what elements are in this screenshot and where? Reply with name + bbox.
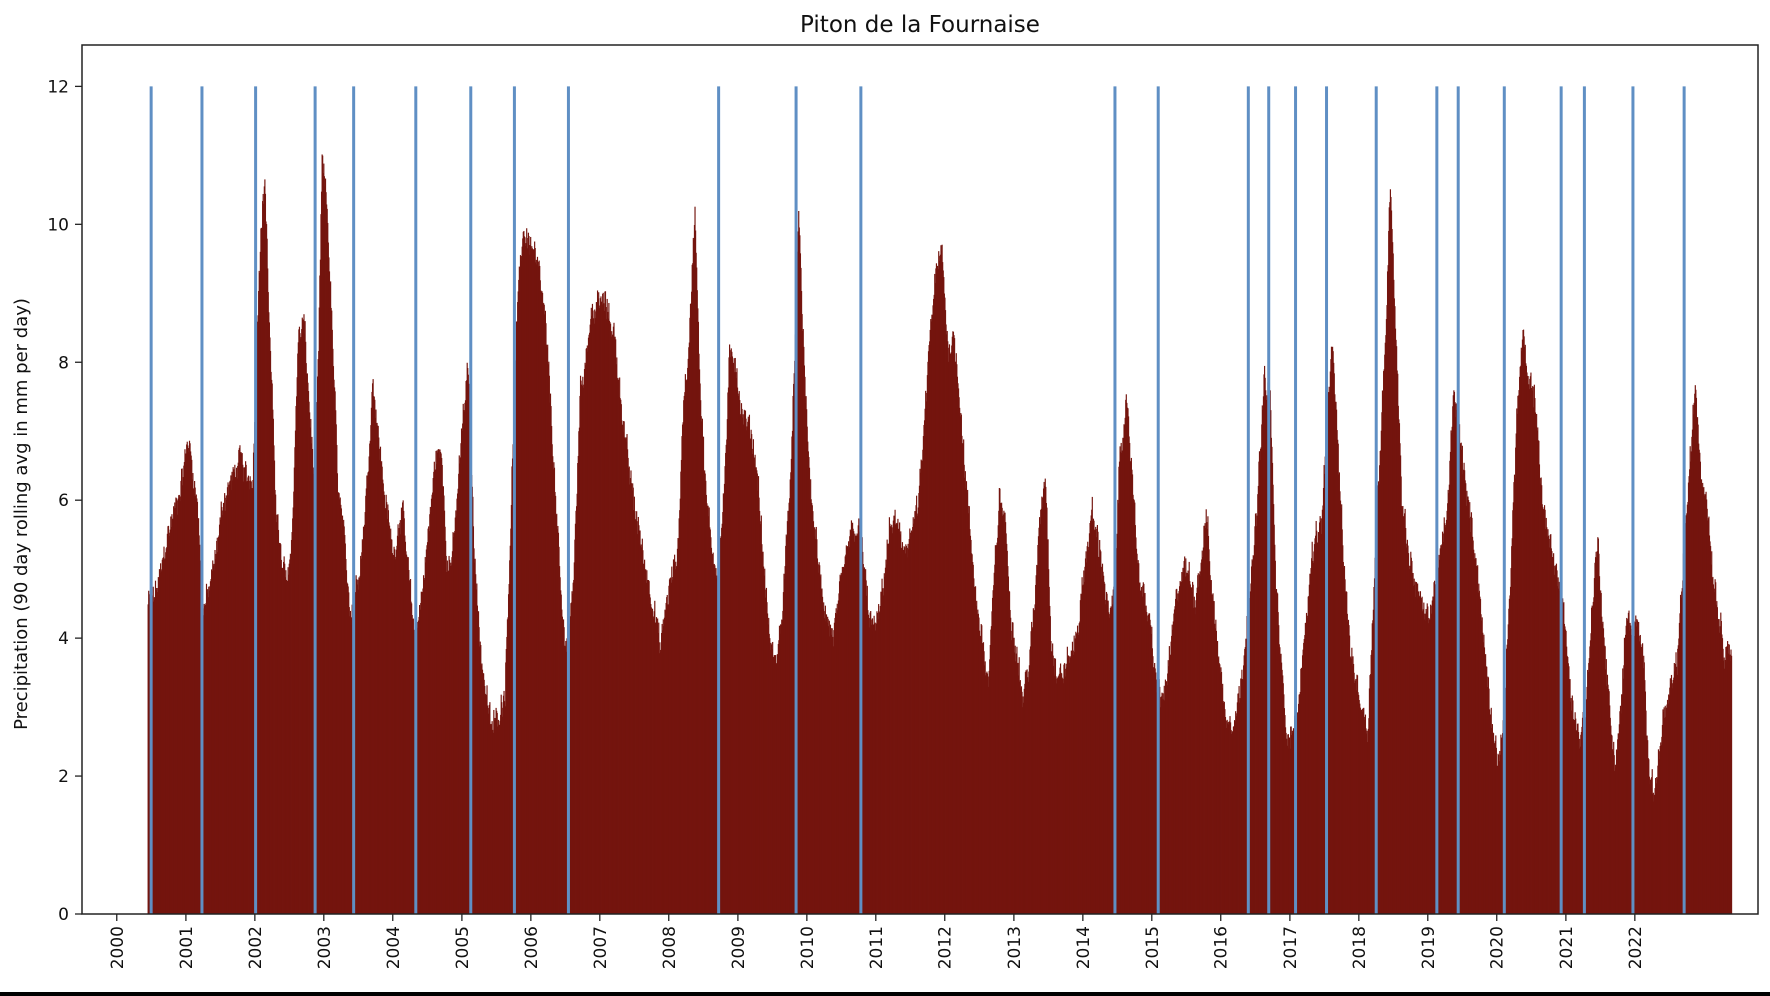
x-tick-label: 2007 xyxy=(591,926,611,969)
x-tick-label: 2010 xyxy=(798,926,818,969)
y-tick-label: 12 xyxy=(47,77,69,97)
x-tick-label: 2008 xyxy=(660,926,680,969)
y-tick-label: 4 xyxy=(58,629,69,649)
x-tick-label: 2009 xyxy=(729,926,749,969)
x-tick-label: 2006 xyxy=(522,926,542,969)
x-tick-label: 2000 xyxy=(108,926,128,969)
y-axis-label: Precipitation (90 day rolling avg in mm … xyxy=(11,298,32,730)
y-tick-label: 6 xyxy=(58,491,69,511)
x-tick-label: 2017 xyxy=(1281,926,1301,969)
x-tick-label: 2012 xyxy=(936,926,956,969)
precipitation-bar xyxy=(1730,655,1733,914)
plot-frame xyxy=(81,44,1759,915)
x-tick-label: 2011 xyxy=(867,926,887,969)
x-tick-label: 2003 xyxy=(315,926,335,969)
x-tick-label: 2015 xyxy=(1143,926,1163,969)
chart-title: Piton de la Fournaise xyxy=(800,12,1040,38)
y-tick-label: 8 xyxy=(58,353,69,373)
x-axis: 2000 2001 2002 2003 2004 2005 2006 2007 2008 2009… xyxy=(108,914,1646,969)
x-tick-label: 2022 xyxy=(1626,926,1646,969)
x-tick-label: 2021 xyxy=(1557,926,1577,969)
x-tick-label: 2005 xyxy=(453,926,473,969)
x-tick-label: 2014 xyxy=(1074,926,1094,969)
precipitation-bars xyxy=(147,154,1733,915)
x-tick-label: 2019 xyxy=(1419,926,1439,969)
x-tick-label: 2020 xyxy=(1488,926,1508,969)
x-tick-label: 2002 xyxy=(246,926,266,969)
y-tick-label: 10 xyxy=(47,215,69,235)
y-tick-label: 0 xyxy=(58,905,69,925)
y-tick-label: 2 xyxy=(58,767,69,787)
bottom-rule xyxy=(0,992,1770,996)
eruption-event-lines xyxy=(149,86,1686,914)
y-axis: 0 2 4 6 8 10 12 xyxy=(47,77,82,925)
x-tick-label: 2004 xyxy=(384,926,404,969)
x-tick-label: 2013 xyxy=(1005,926,1025,969)
x-tick-label: 2001 xyxy=(177,926,197,969)
x-tick-label: 2018 xyxy=(1350,926,1370,969)
x-tick-label: 2016 xyxy=(1212,926,1232,969)
